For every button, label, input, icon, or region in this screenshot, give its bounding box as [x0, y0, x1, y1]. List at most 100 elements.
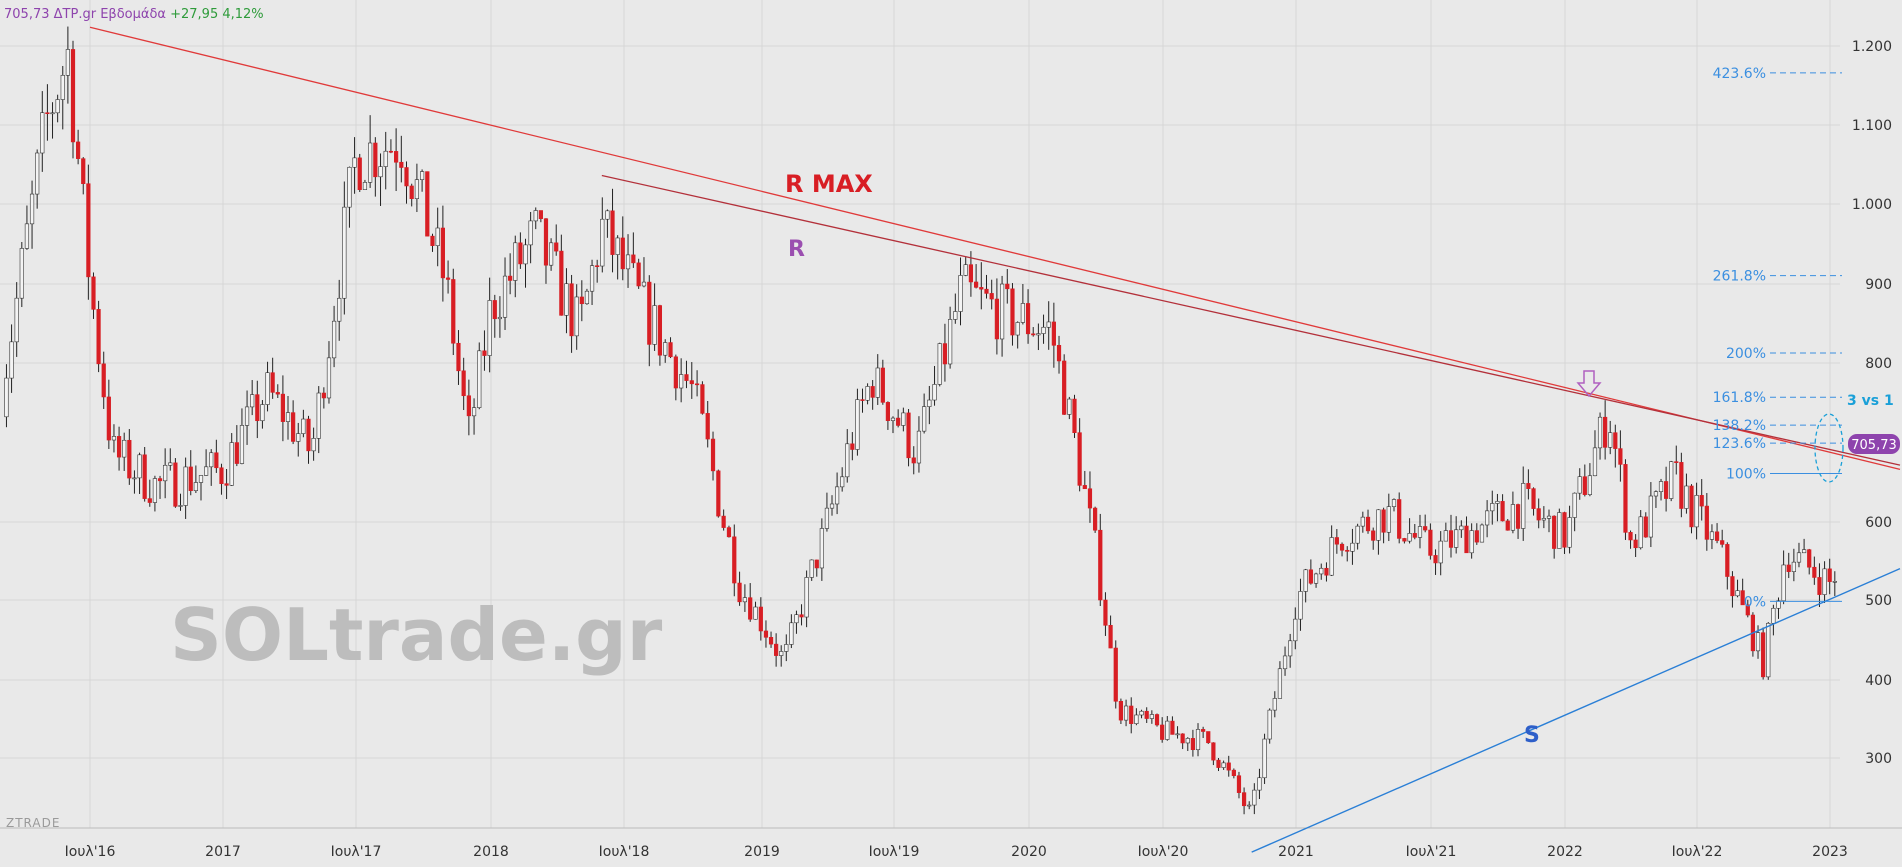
candle-body	[296, 433, 301, 442]
candle-body	[1526, 483, 1531, 489]
candle-body	[1334, 537, 1339, 545]
candle-body	[1134, 714, 1139, 724]
candle-body	[1056, 345, 1062, 362]
candle-body	[306, 418, 311, 452]
fib-levels: 423.6% 261.8% 200% 161.8% 138.2% 123.6% 100% 0%	[1713, 66, 1842, 610]
candle-body	[1149, 714, 1154, 719]
candle-body	[1562, 512, 1567, 548]
candle-body	[1046, 321, 1051, 328]
chart-grid	[0, 0, 1902, 829]
candle-body	[1154, 714, 1160, 726]
candle-body	[814, 559, 819, 569]
candle-body	[1771, 607, 1776, 624]
candle-body	[1428, 529, 1433, 556]
candle-body	[1397, 499, 1402, 539]
candle-body	[906, 412, 911, 459]
candle-body	[209, 452, 214, 468]
candle-body	[1371, 530, 1376, 541]
candle-body	[280, 393, 285, 422]
candle-body	[285, 412, 291, 422]
candle-body	[1552, 515, 1557, 549]
candle-body	[1812, 566, 1817, 578]
watermark: SOLtrade.gr	[170, 593, 663, 677]
candle-body	[250, 394, 255, 408]
candle-body	[368, 142, 373, 183]
candle-body	[1139, 710, 1144, 716]
candle-body	[40, 112, 45, 154]
candle-body	[1195, 729, 1201, 751]
candle-body	[497, 316, 503, 320]
y-tick-label: 900	[1865, 277, 1892, 293]
candle-body	[1211, 742, 1216, 761]
candle-body	[147, 498, 152, 503]
candle-body	[1277, 668, 1283, 699]
candle-body	[1262, 738, 1267, 779]
candle-body	[435, 227, 440, 246]
candle-body	[1175, 733, 1180, 736]
candle-body	[979, 287, 984, 290]
candle-body	[1190, 738, 1195, 751]
candle-body	[502, 275, 508, 318]
candle-body	[513, 242, 518, 281]
candle-body	[710, 438, 716, 472]
candle-body	[471, 407, 477, 417]
candle-body	[224, 483, 229, 486]
candle-body	[845, 443, 850, 478]
candle-body	[1067, 398, 1072, 415]
candle-body	[1221, 762, 1226, 768]
candle-body	[1448, 530, 1454, 548]
candle-body	[101, 363, 106, 398]
x-tick-label: Ιουλ'17	[331, 844, 382, 860]
candle-body	[1180, 733, 1185, 744]
candle-body	[96, 309, 101, 365]
candle-body	[589, 265, 595, 292]
candle-body	[647, 281, 652, 345]
candle-body	[127, 439, 132, 479]
candle-body	[942, 343, 948, 365]
candle-body	[1298, 591, 1303, 620]
x-tick-label: 2020	[1011, 844, 1047, 860]
candle-body	[178, 505, 183, 507]
candle-body	[600, 218, 605, 267]
candle-body	[1730, 576, 1735, 597]
candle-body	[1252, 789, 1257, 806]
trend-line-2	[1251, 568, 1901, 853]
candle-body	[1247, 804, 1252, 807]
candle-body	[1020, 303, 1025, 323]
candle-body	[1766, 622, 1771, 678]
candle-body	[1257, 777, 1262, 791]
candle-body	[1072, 398, 1077, 433]
candle-body	[214, 452, 219, 469]
candle-body	[1735, 590, 1740, 597]
x-tick-label: 2019	[744, 844, 780, 860]
candle-body	[700, 384, 705, 414]
candle-body	[477, 350, 482, 408]
candle-body	[819, 528, 824, 569]
candle-body	[789, 622, 794, 645]
candle-body	[19, 248, 24, 299]
highlight-ellipse	[1814, 413, 1844, 483]
line-label-rmax: R MAX	[785, 170, 873, 198]
candle-body	[963, 264, 968, 276]
candle-body	[1679, 462, 1684, 509]
candle-body	[748, 597, 753, 620]
candle-body	[1623, 464, 1628, 533]
candle-body	[270, 372, 275, 393]
candle-body	[1776, 600, 1781, 609]
candle-body	[76, 141, 81, 159]
candle-body	[1515, 504, 1521, 529]
line-label-s: S	[1524, 723, 1540, 748]
candle-body	[726, 527, 732, 538]
candle-body	[193, 482, 198, 491]
candle-body	[1648, 495, 1653, 538]
y-tick-label: 500	[1865, 593, 1892, 609]
candle-body	[1324, 567, 1329, 576]
candle-body	[737, 582, 742, 603]
candle-body	[291, 412, 296, 442]
candle-body	[1051, 321, 1056, 346]
candle-body	[885, 402, 891, 421]
candle-body	[14, 297, 19, 343]
candle-body	[953, 311, 958, 320]
candle-body	[668, 342, 673, 358]
